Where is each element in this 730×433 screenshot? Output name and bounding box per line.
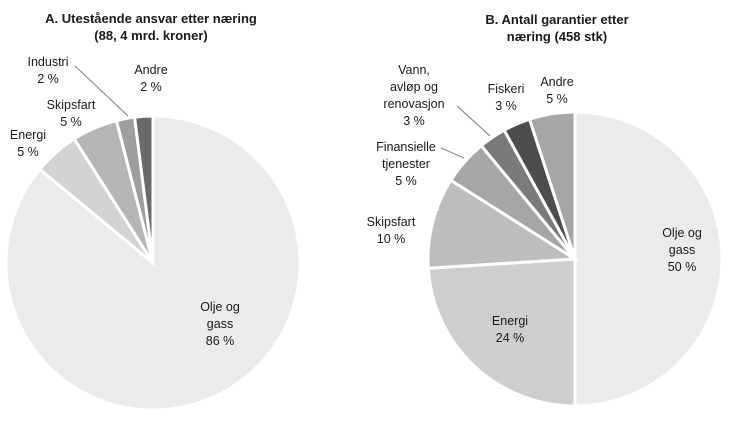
chart-b-title: B. Antall garantier etter næring (458 st… xyxy=(485,12,629,44)
pie-slice-andre xyxy=(132,114,155,264)
slice-label-olje-og-gass: Olje og gass 50 % xyxy=(662,226,702,274)
leader-line-vann-avl-p-og-renovasjon xyxy=(456,105,491,137)
chart-a-title: A. Utestående ansvar etter næring (88, 4… xyxy=(45,11,257,43)
slice-label-vann-avl-p-og-renovasjon: Vann, avløp og renovasjon 3 % xyxy=(383,63,445,128)
slice-label-energi: Energi 5 % xyxy=(9,128,47,159)
pie-slice-andre xyxy=(527,110,577,260)
pie-chart-b xyxy=(426,105,724,408)
pie-slice-skipsfart xyxy=(426,178,580,270)
slice-label-skipsfart: Skipsfart 5 % xyxy=(46,98,96,129)
slice-label-fiskeri: Fiskeri 3 % xyxy=(487,82,525,113)
slice-label-industri: Industri 2 % xyxy=(27,55,69,86)
leader-line-industri xyxy=(74,65,129,117)
slice-label-energi: Energi 24 % xyxy=(491,314,529,345)
pie-slice-olje-og-gass xyxy=(573,110,724,408)
pie-slice-energi xyxy=(426,257,577,408)
slice-label-andre: Andre 2 % xyxy=(134,63,168,94)
slice-label-skipsfart: Skipsfart 10 % xyxy=(366,215,416,246)
pie-chart-a xyxy=(4,65,302,412)
slice-label-andre: Andre 5 % xyxy=(540,75,574,106)
slice-label-olje-og-gass: Olje og gass 86 % xyxy=(200,300,240,348)
slice-label-finansielle-tjenester: Finansielle tjenester 5 % xyxy=(376,140,436,188)
leader-line-finansielle-tjenester xyxy=(440,147,465,159)
